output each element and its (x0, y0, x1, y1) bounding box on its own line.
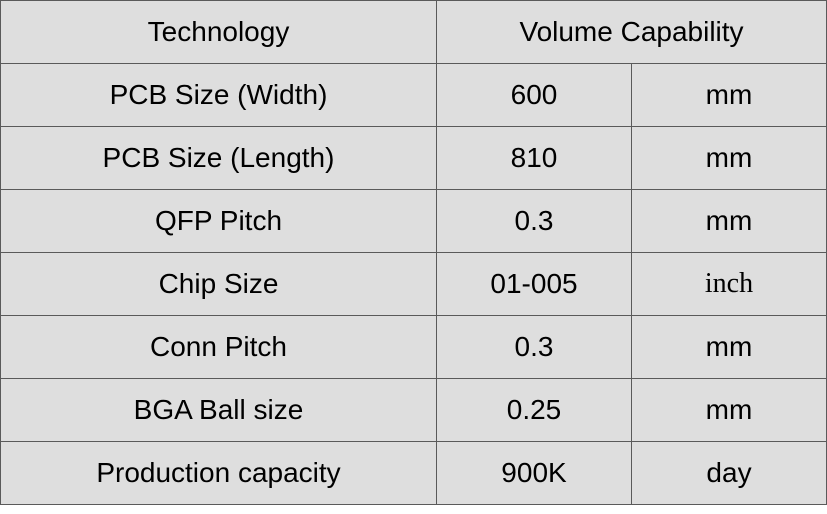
technology-cell: PCB Size (Width) (0, 63, 437, 127)
unit-cell: mm (631, 126, 827, 190)
header-cell: Technology (0, 0, 437, 64)
unit-cell: mm (631, 63, 827, 127)
technology-cell: Production capacity (0, 441, 437, 505)
table-row: Chip Size 01-005 inch (0, 252, 827, 316)
header-row: Technology Volume Capability (0, 0, 827, 64)
table-row: BGA Ball size 0.25 mm (0, 378, 827, 442)
technology-cell: PCB Size (Length) (0, 126, 437, 190)
value-cell: 0.3 (436, 315, 632, 379)
value-cell: 0.3 (436, 189, 632, 253)
unit-cell: mm (631, 315, 827, 379)
table-row: QFP Pitch 0.3 mm (0, 189, 827, 253)
technology-cell: Chip Size (0, 252, 437, 316)
unit-cell: mm (631, 378, 827, 442)
value-cell: 600 (436, 63, 632, 127)
unit-cell: day (631, 441, 827, 505)
table-header: Technology Volume Capability (0, 0, 827, 64)
technology-cell: Conn Pitch (0, 315, 437, 379)
technology-cell: QFP Pitch (0, 189, 437, 253)
table-body: PCB Size (Width) 600 mm PCB Size (Length) 81… (0, 63, 827, 505)
table-row: Production capacity 900K day (0, 441, 827, 505)
value-cell: 900K (436, 441, 632, 505)
table-row: PCB Size (Length) 810 mm (0, 126, 827, 190)
header-cell: Volume Capability (436, 0, 827, 64)
table-row: Conn Pitch 0.3 mm (0, 315, 827, 379)
value-cell: 810 (436, 126, 632, 190)
value-cell: 01-005 (436, 252, 632, 316)
value-cell: 0.25 (436, 378, 632, 442)
unit-cell: inch (631, 252, 827, 316)
unit-cell: mm (631, 189, 827, 253)
technology-cell: BGA Ball size (0, 378, 437, 442)
table-row: PCB Size (Width) 600 mm (0, 63, 827, 127)
